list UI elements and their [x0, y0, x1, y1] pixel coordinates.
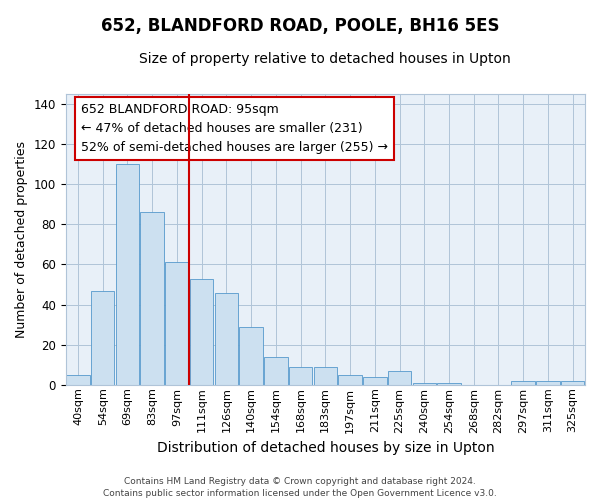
Bar [314, 366, 337, 385]
Bar [437, 383, 461, 385]
Bar [264, 356, 287, 385]
Y-axis label: Number of detached properties: Number of detached properties [15, 141, 28, 338]
Bar [413, 383, 436, 385]
Bar [215, 292, 238, 385]
Bar [511, 381, 535, 385]
Bar [190, 278, 214, 385]
Bar [116, 164, 139, 385]
Bar [561, 381, 584, 385]
Bar [165, 262, 188, 385]
Bar [338, 374, 362, 385]
Bar [363, 376, 386, 385]
Text: 652 BLANDFORD ROAD: 95sqm
← 47% of detached houses are smaller (231)
52% of semi: 652 BLANDFORD ROAD: 95sqm ← 47% of detac… [81, 103, 388, 154]
X-axis label: Distribution of detached houses by size in Upton: Distribution of detached houses by size … [157, 441, 494, 455]
Bar [289, 366, 313, 385]
Bar [140, 212, 164, 385]
Bar [388, 370, 411, 385]
Text: Contains HM Land Registry data © Crown copyright and database right 2024.
Contai: Contains HM Land Registry data © Crown c… [103, 476, 497, 498]
Bar [239, 326, 263, 385]
Text: 652, BLANDFORD ROAD, POOLE, BH16 5ES: 652, BLANDFORD ROAD, POOLE, BH16 5ES [101, 18, 499, 36]
Bar [536, 381, 560, 385]
Bar [91, 290, 115, 385]
Bar [66, 374, 90, 385]
Title: Size of property relative to detached houses in Upton: Size of property relative to detached ho… [139, 52, 511, 66]
